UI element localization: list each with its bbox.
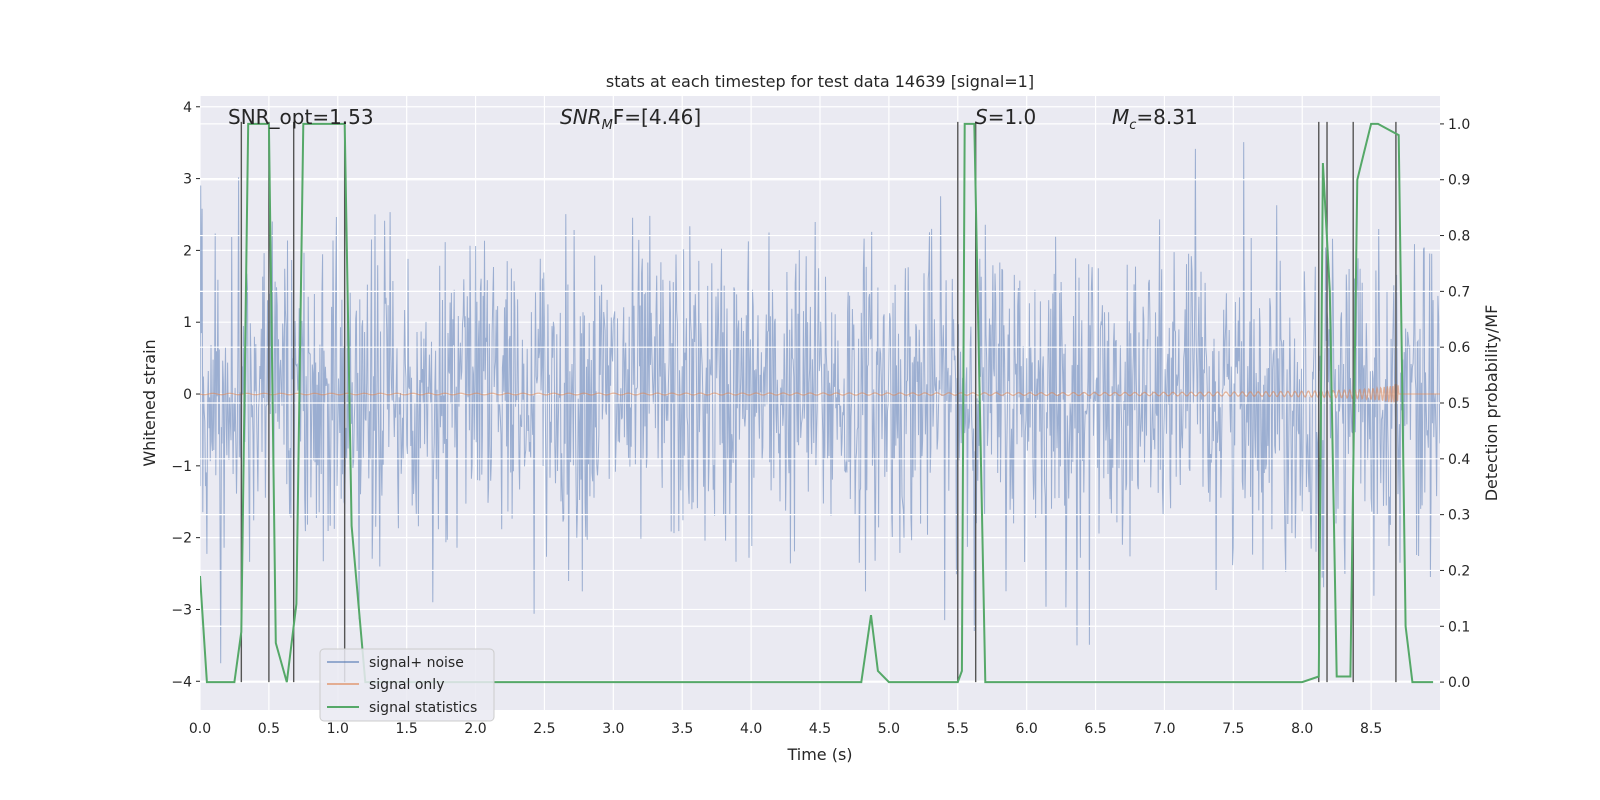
x-tick-label: 2.0 <box>464 721 486 737</box>
annotation-snr-opt: SNR_opt=1.53 <box>228 105 374 129</box>
x-tick-label: 6.5 <box>1084 721 1106 737</box>
x-axis-label: Time (s) <box>786 745 852 764</box>
x-tick-label: 6.0 <box>1016 721 1038 737</box>
y-right-tick-label: 0.3 <box>1448 508 1470 524</box>
y-right-tick-label: 0.7 <box>1448 284 1470 300</box>
chirp-trace <box>200 383 1440 404</box>
x-tick-label: 3.5 <box>671 721 693 737</box>
annotation-s: S=1.0 <box>975 105 1036 129</box>
y-right-tick-label: 0.5 <box>1448 396 1470 412</box>
y-tick-label: 3 <box>183 172 192 188</box>
x-tick-label: 4.5 <box>809 721 831 737</box>
x-tick-label: 0.0 <box>189 721 211 737</box>
y-right-axis-ticks: 1.0 0.9 0.8 0.7 0.6 0.5 0.4 0.3 0.2 0.1 0.0 <box>1440 117 1470 691</box>
series-signal-only <box>200 383 1440 404</box>
x-tick-label: 1.5 <box>396 721 418 737</box>
x-tick-label: 2.5 <box>533 721 555 737</box>
y-tick-label: −4 <box>171 674 192 690</box>
series-signal-statistics <box>200 122 1434 684</box>
y-tick-label: −3 <box>171 602 192 618</box>
y-right-tick-label: 1.0 <box>1448 117 1470 133</box>
y-axis-label: Whitened strain <box>140 339 159 466</box>
y-tick-label: 1 <box>183 315 192 331</box>
legend-label-signal-statistics: signal statistics <box>369 700 477 716</box>
annotation-mc: Mc=8.31 <box>1112 105 1198 133</box>
y-tick-label: −2 <box>171 531 192 547</box>
x-tick-label: 4.0 <box>740 721 762 737</box>
y-right-tick-label: 0.6 <box>1448 340 1470 356</box>
y-tick-label: 0 <box>183 387 192 403</box>
legend: signal+ noise signal only signal statist… <box>319 648 495 722</box>
y-right-tick-label: 0.9 <box>1448 173 1470 189</box>
y-right-tick-label: 0.1 <box>1448 619 1470 635</box>
legend-label-signal-plus-noise: signal+ noise <box>369 655 464 671</box>
legend-label-signal-only: signal only <box>369 677 444 693</box>
y-right-tick-label: 0.4 <box>1448 452 1470 468</box>
y-right-tick-label: 0.8 <box>1448 229 1470 245</box>
y-axis-ticks: 4 3 2 1 0 −1 −2 −3 −4 <box>171 100 200 690</box>
y-right-tick-label: 0.0 <box>1448 675 1470 691</box>
x-axis-ticks: 0.0 0.5 1.0 1.5 2.0 2.5 3.0 3.5 4.0 4.5 5.0 5.5 6.0 6… <box>189 721 1382 737</box>
x-tick-label: 5.5 <box>947 721 969 737</box>
y-tick-label: 2 <box>183 243 192 259</box>
statistics-trace <box>200 122 1434 684</box>
x-tick-label: 1.0 <box>327 721 349 737</box>
x-tick-label: 7.5 <box>1222 721 1244 737</box>
y-tick-label: −1 <box>171 459 192 475</box>
x-tick-label: 8.0 <box>1291 721 1313 737</box>
y-right-tick-label: 0.2 <box>1448 563 1470 579</box>
legend-box <box>319 648 495 722</box>
y-tick-label: 4 <box>183 100 192 116</box>
x-tick-label: 7.0 <box>1153 721 1175 737</box>
annotations: SNR_opt=1.53 SNRMF=[4.46] S=1.0 Mc=8.31 <box>228 105 1198 133</box>
chart-title: stats at each timestep for test data 146… <box>606 72 1034 91</box>
y-right-axis-label: Detection probability/MF <box>1482 305 1501 502</box>
x-tick-label: 3.0 <box>602 721 624 737</box>
x-tick-label: 8.5 <box>1360 721 1382 737</box>
x-tick-label: 5.0 <box>878 721 900 737</box>
annotation-snr-mf: SNRMF=[4.46] <box>560 105 701 133</box>
x-tick-label: 0.5 <box>258 721 280 737</box>
noise-trace <box>200 142 1440 664</box>
series-signal-plus-noise <box>200 142 1440 664</box>
